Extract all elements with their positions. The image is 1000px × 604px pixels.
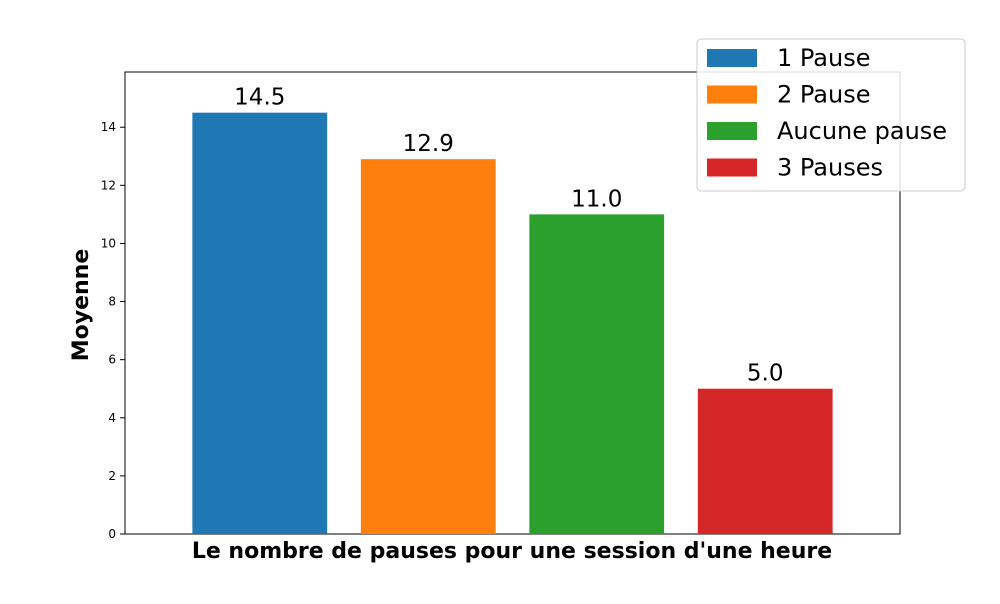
x-axis-title: Le nombre de pauses pour une session d'u… [192, 539, 832, 564]
bar-value-label: 11.0 [571, 186, 622, 212]
y-axis-title: Moyenne [69, 249, 94, 362]
y-tick-label: 8 [108, 295, 116, 309]
plot-area [124, 71, 901, 535]
y-tick-label: 14 [101, 120, 116, 134]
y-tick-label: 2 [108, 469, 116, 483]
bar-series [192, 112, 833, 535]
legend-swatch [707, 122, 757, 140]
bar-data-labels: 14.5 12.9 11.0 5.0 [234, 85, 783, 387]
y-tick-label: 0 [108, 527, 116, 541]
legend-label: 2 Pause [777, 81, 870, 109]
legend-label: Aucune pause [777, 117, 947, 145]
bar-value-label: 5.0 [747, 361, 784, 387]
legend-swatch [707, 85, 757, 104]
legend-frame [696, 38, 966, 192]
bar-aucune-pause [529, 214, 665, 534]
y-tick-label: 6 [108, 353, 116, 367]
y-tick-label: 10 [101, 236, 116, 250]
legend: 1 Pause 2 Pause Aucune pause 3 Pauses [696, 38, 966, 192]
bar-3-pauses [697, 388, 833, 534]
bar-2-pause [360, 159, 496, 535]
y-tick-label: 12 [101, 178, 116, 192]
y-axis: 0 2 4 6 8 10 12 14 [101, 120, 125, 541]
bar-value-label: 14.5 [234, 85, 285, 111]
legend-swatch [707, 49, 757, 67]
bar-1-pause [192, 112, 328, 534]
y-tick-label: 4 [108, 411, 116, 425]
legend-label: 3 Pauses [777, 154, 883, 182]
legend-swatch [707, 158, 757, 177]
legend-label: 1 Pause [777, 44, 870, 72]
bar-value-label: 12.9 [403, 131, 454, 157]
